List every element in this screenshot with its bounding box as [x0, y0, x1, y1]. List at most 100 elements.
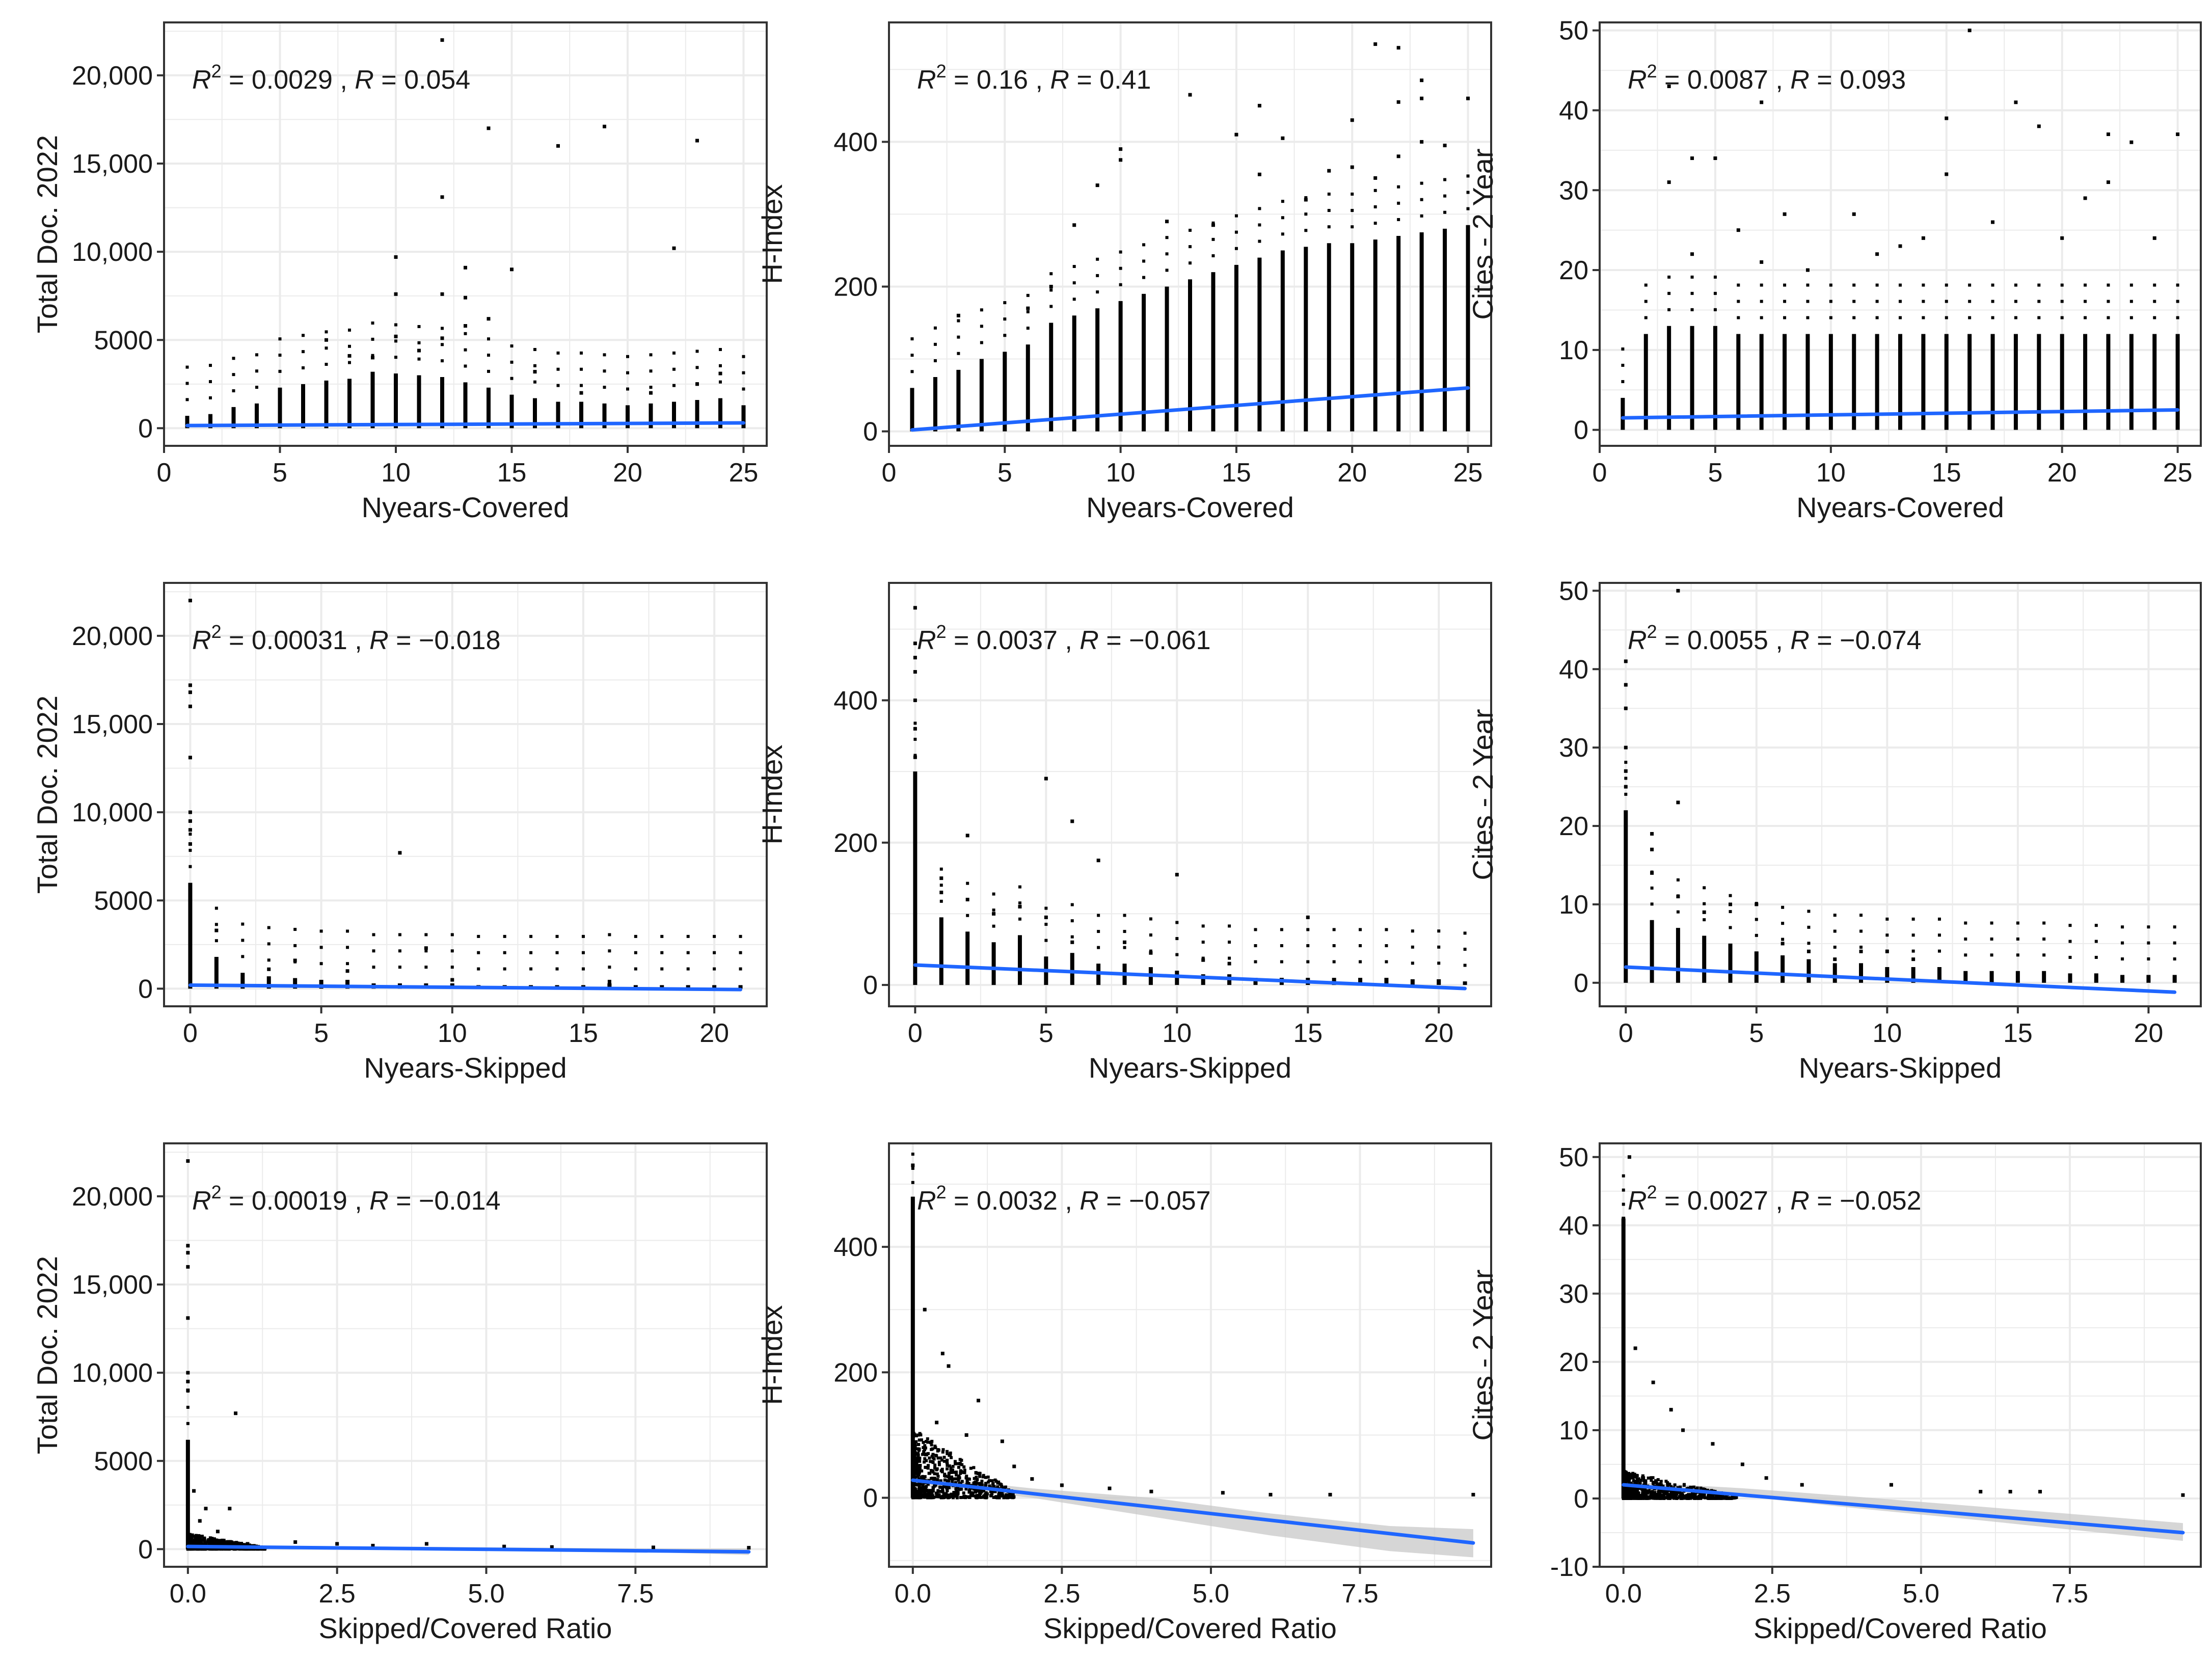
data-point — [1899, 316, 1902, 319]
data-point — [1280, 928, 1283, 931]
x-tick-label: 10 — [1162, 1019, 1192, 1048]
data-point — [2038, 1490, 2042, 1494]
data-point — [214, 939, 218, 943]
data-point — [1807, 909, 1811, 913]
data-point — [1026, 293, 1030, 297]
data-point — [923, 1495, 926, 1499]
data-point — [1667, 180, 1671, 184]
data-point — [947, 1493, 950, 1497]
data-point — [923, 1490, 926, 1494]
data-point — [1631, 1488, 1635, 1492]
data-point — [556, 384, 560, 387]
data-point — [1234, 230, 1238, 234]
data-point — [912, 1492, 915, 1496]
data-point — [1175, 873, 1179, 877]
data-point — [245, 1547, 249, 1551]
data-point — [2121, 925, 2124, 929]
panel-8: 0.0 2.5 5.0 7.5 0 200 400 Skipped/Covered Ratio… — [756, 1142, 1492, 1644]
data-point — [913, 1449, 916, 1452]
data-point — [1669, 1408, 1673, 1412]
data-point — [1665, 1491, 1669, 1495]
data-point — [529, 967, 533, 971]
data-point — [960, 1458, 963, 1462]
data-point — [550, 1545, 554, 1549]
data-point — [2060, 316, 2064, 319]
data-point — [1657, 1490, 1660, 1494]
correlation-annotation: R2 = 0.0087 , R = 0.093 — [1628, 61, 1906, 95]
data-point — [925, 1466, 928, 1469]
data-point — [913, 737, 917, 741]
data-point — [335, 1542, 339, 1546]
data-point — [1687, 1494, 1691, 1498]
data-point — [1165, 252, 1169, 256]
data-point — [1466, 207, 1470, 210]
data-point — [931, 1469, 935, 1473]
data-point — [1211, 221, 1215, 225]
data-point — [966, 881, 969, 885]
data-point — [957, 352, 960, 355]
data-point — [931, 1494, 935, 1497]
data-point — [1829, 316, 1832, 319]
data-point — [1807, 942, 1811, 945]
data-point — [2176, 283, 2179, 287]
panel-border — [163, 582, 768, 1007]
r-equals: = — [1810, 65, 1840, 95]
data-point — [1044, 777, 1048, 781]
panel-border — [163, 1142, 768, 1568]
data-point — [1685, 1494, 1688, 1497]
data-point — [210, 1537, 214, 1541]
data-point — [1889, 1483, 1893, 1487]
data-point — [1990, 937, 1993, 941]
data-point — [634, 934, 637, 938]
separator: , — [1028, 65, 1050, 95]
data-point — [1671, 1493, 1675, 1496]
data-point — [911, 1456, 915, 1459]
data-point — [603, 369, 606, 373]
separator: , — [333, 65, 355, 95]
data-point — [1650, 1479, 1653, 1482]
data-point — [1420, 96, 1424, 100]
data-point — [226, 1541, 230, 1544]
data-point — [978, 1482, 981, 1485]
data-point — [1359, 960, 1362, 964]
data-point — [2037, 300, 2041, 303]
data-point — [232, 373, 235, 377]
data-point — [1624, 706, 1628, 710]
r2-symbol: R — [917, 1186, 936, 1216]
data-point — [302, 366, 305, 369]
data-point — [922, 1450, 926, 1454]
data-point — [1706, 1496, 1710, 1500]
data-point — [948, 1464, 951, 1468]
data-point — [1411, 929, 1414, 933]
data-point — [1783, 212, 1787, 216]
data-point — [580, 351, 583, 355]
data-point — [965, 834, 969, 838]
data-point — [2176, 132, 2180, 137]
data-point — [197, 1535, 201, 1538]
data-point — [204, 1542, 208, 1546]
data-point — [188, 819, 192, 823]
data-point — [993, 1490, 997, 1493]
data-point — [1690, 291, 1694, 295]
data-point — [1070, 903, 1074, 906]
data-point — [2106, 180, 2110, 184]
data-point — [947, 1473, 951, 1477]
x-tick-label: 10 — [1872, 1019, 1902, 1048]
data-point — [417, 325, 421, 328]
data-point — [952, 1477, 955, 1481]
data-point — [487, 369, 490, 373]
data-point — [1875, 252, 1879, 256]
data-point — [1668, 1496, 1672, 1500]
data-point — [916, 1468, 920, 1472]
x-axis-title: Nyears-Skipped — [364, 1052, 567, 1084]
y-tick-label: 0 — [1574, 969, 1588, 998]
regression-line — [188, 983, 743, 992]
data-point — [1234, 247, 1238, 250]
data-point — [931, 1489, 935, 1492]
data-point — [914, 1434, 918, 1437]
data-point — [962, 1491, 965, 1495]
data-point — [1000, 1439, 1004, 1443]
y-tick-label: 15,000 — [72, 149, 153, 179]
data-point — [2129, 316, 2133, 319]
data-point — [934, 1446, 937, 1450]
